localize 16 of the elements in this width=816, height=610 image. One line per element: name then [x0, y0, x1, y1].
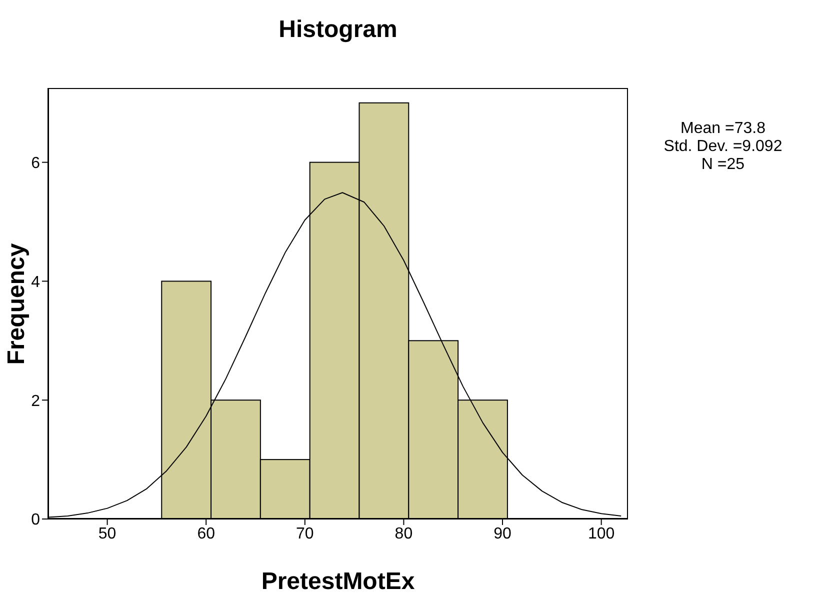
text: N =25 — [700, 156, 746, 174]
x-tick-label: 80 — [394, 525, 413, 542]
x-tick-label: 50 — [98, 525, 116, 542]
x-axis-title: PretestMotEx — [260, 568, 416, 596]
x-tick-label: 100 — [588, 525, 615, 542]
y-tick-label: 4 — [31, 274, 40, 291]
x-tick-label: 90 — [494, 525, 512, 542]
text: Std. Dev. =9.092 — [662, 138, 784, 156]
x-tick-label: 60 — [197, 525, 216, 542]
y-axis-title: Frequency — [3, 242, 31, 366]
x-tick-label: 70 — [296, 525, 314, 542]
chart-title: Histogram — [278, 16, 398, 44]
y-tick-label: 0 — [31, 512, 40, 529]
y-tick-label: 6 — [31, 154, 40, 172]
y-tick-label: 2 — [31, 392, 40, 410]
text: Mean =73.8 — [680, 120, 766, 138]
